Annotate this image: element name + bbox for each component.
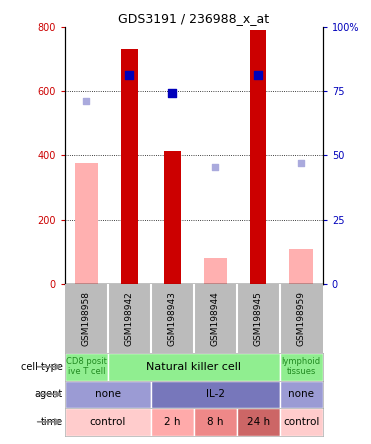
Text: GSM198959: GSM198959 [297,291,306,346]
Bar [204,258,227,284]
Text: GSM198945: GSM198945 [254,291,263,346]
Text: agent: agent [35,389,63,399]
Point [170,89,175,96]
Bar [151,381,280,408]
Point [255,71,261,79]
Text: 24 h: 24 h [247,417,270,427]
Bar [75,163,98,284]
Bar [65,381,151,408]
Point [127,71,132,79]
Point [83,97,89,104]
Text: GSM198942: GSM198942 [125,291,134,346]
Point [212,163,218,170]
Bar [280,408,323,436]
Text: GSM198943: GSM198943 [168,291,177,346]
Title: GDS3191 / 236988_x_at: GDS3191 / 236988_x_at [118,12,269,25]
Text: none: none [95,389,121,399]
Bar [280,353,323,381]
Bar [289,249,313,284]
Text: none: none [288,389,314,399]
Bar [250,30,266,284]
Text: control: control [90,417,126,427]
Point [298,160,304,167]
Text: Natural killer cell: Natural killer cell [146,362,242,372]
Bar [280,381,323,408]
Text: time: time [41,417,63,427]
Text: GSM198958: GSM198958 [82,291,91,346]
Text: CD8 posit
ive T cell: CD8 posit ive T cell [66,357,107,377]
Bar [164,151,181,284]
Text: 8 h: 8 h [207,417,224,427]
Text: lymphoid
tissues: lymphoid tissues [282,357,321,377]
Bar [194,408,237,436]
Text: cell type: cell type [21,362,63,372]
Bar [65,353,108,381]
Bar [151,408,194,436]
Text: IL-2: IL-2 [206,389,225,399]
Bar [65,408,151,436]
Text: GSM198944: GSM198944 [211,291,220,346]
Bar [237,408,280,436]
Bar [121,49,138,284]
Text: 2 h: 2 h [164,417,181,427]
Bar [108,353,280,381]
Text: control: control [283,417,319,427]
